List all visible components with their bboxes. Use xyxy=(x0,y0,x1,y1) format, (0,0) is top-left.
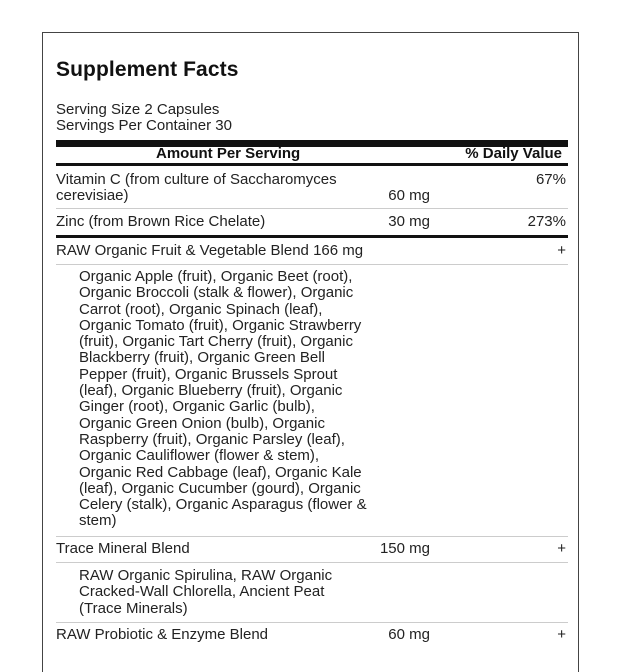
ingredient-line: Organic Cauliflower (flower & stem), xyxy=(79,447,320,465)
ingredient-line: Raspberry (fruit), Organic Parsley (leaf… xyxy=(79,430,345,448)
blend-ingredients: RAW Organic Spirulina, RAW Organic Cracke… xyxy=(79,567,439,617)
ingredient-line: Ginger (root), Organic Garlic (bulb), xyxy=(79,398,315,416)
blend-row-trace-mineral: Trace Mineral Blend 150 mg + xyxy=(56,541,568,557)
ingredient-line: Cracked-Wall Chlorella, Ancient Peat xyxy=(79,583,325,601)
blend-row-probiotic-enzyme: RAW Probiotic & Enzyme Blend 60 mg + xyxy=(56,627,568,643)
blend-dv: + xyxy=(557,626,566,643)
divider xyxy=(56,562,568,563)
nutrient-row-vitamin-c: Vitamin C (from culture of Saccharomyces… xyxy=(56,172,568,204)
ingredient-line: Organic Red Cabbage (leaf), Organic Kale xyxy=(79,463,362,481)
nutrient-amount: 30 mg xyxy=(388,213,430,230)
daily-value-header: % Daily Value xyxy=(465,145,562,162)
column-header: Amount Per Serving % Daily Value xyxy=(56,145,568,163)
blend-ingredients: Organic Apple (fruit), Organic Beet (roo… xyxy=(79,268,439,530)
label-frame xyxy=(42,32,579,672)
divider xyxy=(56,622,568,623)
nutrient-amount: 60 mg xyxy=(388,187,430,204)
ingredient-line: Pepper (fruit), Organic Brussels Sprout xyxy=(79,365,338,383)
ingredient-line: Organic Apple (fruit), Organic Beet (roo… xyxy=(79,268,353,285)
nutrient-name: Vitamin C (from culture of Saccharomyces xyxy=(56,171,337,188)
label-title: Supplement Facts xyxy=(56,58,239,81)
ingredient-line: Carrot (root), Organic Spinach (leaf), xyxy=(79,300,323,318)
serving-info: Serving Size 2 Capsules Servings Per Con… xyxy=(56,102,232,134)
ingredient-line: RAW Organic Spirulina, RAW Organic xyxy=(79,567,333,584)
ingredient-line: Celery (stalk), Organic Asparagus (flowe… xyxy=(79,496,367,514)
thick-divider xyxy=(56,140,568,147)
medium-divider xyxy=(56,163,568,166)
nutrient-row-zinc: Zinc (from Brown Rice Chelate) 30 mg 273… xyxy=(56,214,568,230)
ingredient-line: (Trace Minerals) xyxy=(79,599,188,617)
blend-amount: 60 mg xyxy=(388,626,430,643)
blend-row-fruit-vegetable: RAW Organic Fruit & Vegetable Blend 166 … xyxy=(56,243,568,259)
nutrient-name-cont: cerevisiae) xyxy=(56,187,129,204)
amount-header: Amount Per Serving xyxy=(156,145,301,162)
blend-dv: + xyxy=(557,540,566,557)
blend-dv: + xyxy=(557,242,566,259)
nutrient-dv: 67% xyxy=(535,171,566,188)
servings-per-container: Servings Per Container 30 xyxy=(56,117,232,134)
divider xyxy=(56,536,568,537)
ingredient-line: Organic Green Onion (bulb), Organic xyxy=(79,414,325,432)
nutrient-name: Zinc (from Brown Rice Chelate) xyxy=(56,213,266,230)
nutrient-dv: 273% xyxy=(527,213,566,230)
ingredient-line: stem) xyxy=(79,512,117,530)
ingredient-line: Blackberry (fruit), Organic Green Bell xyxy=(79,349,325,367)
ingredient-line: (leaf), Organic Blueberry (fruit), Organ… xyxy=(79,382,343,400)
blend-name: RAW Probiotic & Enzyme Blend xyxy=(56,626,269,643)
divider xyxy=(56,208,568,209)
ingredient-line: (fruit), Organic Tart Cherry (fruit), Or… xyxy=(79,333,353,351)
medium-divider xyxy=(56,235,568,238)
blend-name: Trace Mineral Blend xyxy=(56,540,190,557)
serving-size: Serving Size 2 Capsules xyxy=(56,101,220,118)
blend-name: RAW Organic Fruit & Vegetable Blend 166 … xyxy=(56,242,364,259)
ingredient-line: (leaf), Organic Cucumber (gourd), Organi… xyxy=(79,479,361,497)
blend-amount: 150 mg xyxy=(379,540,430,557)
divider xyxy=(56,264,568,265)
ingredient-line: Organic Broccoli (stalk & flower), Organ… xyxy=(79,284,354,302)
ingredient-line: Organic Tomato (fruit), Organic Strawber… xyxy=(79,316,362,334)
